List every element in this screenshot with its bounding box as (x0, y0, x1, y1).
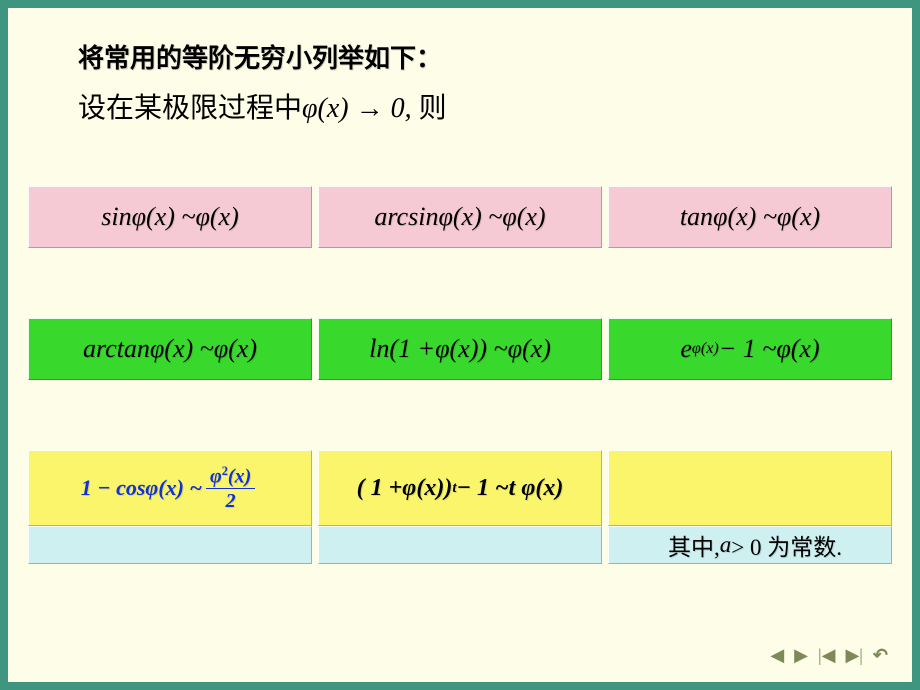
nav-first-icon[interactable]: |◀ (818, 645, 835, 666)
cell-empty-cyan-2 (318, 526, 602, 564)
intro-expr: φ(x) → 0, (302, 93, 412, 124)
cell-empty-cyan-1 (28, 526, 312, 564)
row-pink: sin φ(x) ~ φ(x) arcsin φ(x) ~ φ(x) tan φ… (28, 186, 892, 248)
cell-arctan: arctan φ(x) ~ φ(x) (28, 318, 312, 380)
cell-tan: tan φ(x) ~ φ(x) (608, 186, 892, 248)
cell-arcsin: arcsin φ(x) ~ φ(x) (318, 186, 602, 248)
cell-ln: ln(1 + φ(x)) ~ φ(x) (318, 318, 602, 380)
row-green: arctan φ(x) ~ φ(x) ln(1 + φ(x)) ~ φ(x) e… (28, 318, 892, 380)
nav-last-icon[interactable]: ▶| (845, 645, 862, 666)
nav-prev-icon[interactable]: ◀ (770, 645, 784, 666)
cell-cos: 1 − cos φ(x) ~ φ2(x)2 (28, 450, 312, 526)
cell-note: 其中, a > 0 为常数. (608, 526, 892, 564)
cell-sin: sin φ(x) ~ φ(x) (28, 186, 312, 248)
nav-return-icon[interactable]: ↶ (873, 645, 888, 666)
intro-line: 设在某极限过程中φ(x) → 0, 则 (78, 86, 447, 126)
nav-bar: ◀ ▶ |◀ ▶| ↶ (770, 645, 888, 666)
intro-suffix: 则 (412, 93, 447, 124)
row-yellow: 1 − cos φ(x) ~ φ2(x)2 ( 1 + φ(x))t − 1 ~… (28, 450, 892, 526)
row-cyan: 其中, a > 0 为常数. (28, 526, 892, 564)
heading: 将常用的等阶无穷小列举如下： (78, 38, 442, 75)
slide: 将常用的等阶无穷小列举如下： 设在某极限过程中φ(x) → 0, 则 sin φ… (8, 8, 912, 682)
intro-prefix: 设在某极限过程中 (78, 93, 302, 124)
cell-power: ( 1 + φ(x))t − 1 ~ t φ(x) (318, 450, 602, 526)
cell-empty-yellow (608, 450, 892, 526)
cell-exp: eφ(x) − 1 ~ φ(x) (608, 318, 892, 380)
nav-next-icon[interactable]: ▶ (794, 645, 808, 666)
